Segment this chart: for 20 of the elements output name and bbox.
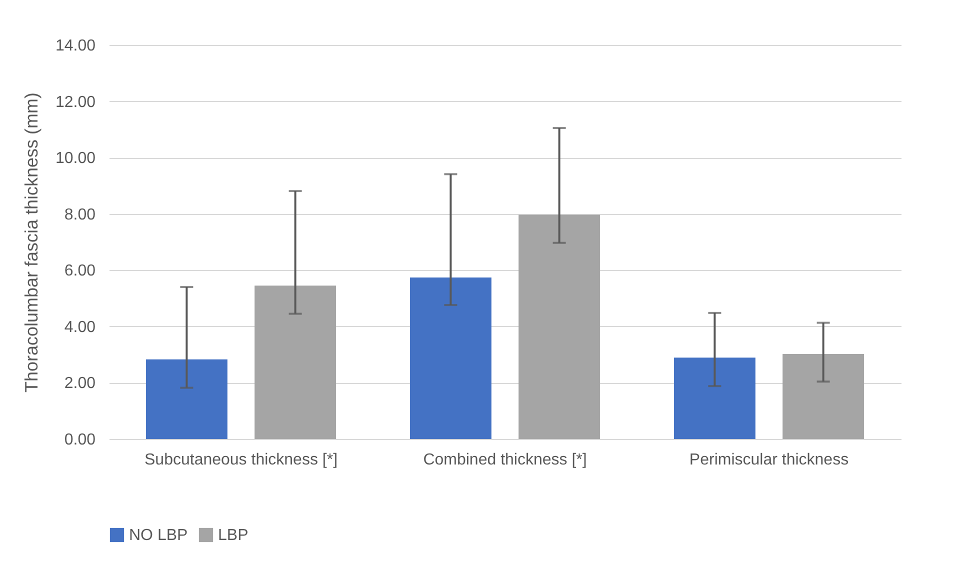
bar (146, 359, 228, 439)
y-tick-label: 8.00 (64, 206, 96, 224)
bar (518, 214, 600, 439)
x-tick-label: Combined thickness [*] (423, 452, 587, 468)
y-tick-label: 10.00 (55, 150, 96, 168)
x-tick-label: Perimiscular thickness (689, 452, 849, 468)
bar (782, 354, 864, 439)
bar (674, 358, 756, 439)
y-tick-label: 4.00 (64, 318, 96, 336)
bar (410, 277, 492, 439)
y-tick-label: 14.00 (55, 38, 96, 54)
bar (254, 286, 336, 439)
x-tick-label: Subcutaneous thickness [*] (144, 452, 338, 468)
y-axis-title: Thoracolumbar fascia thickness (mm) (21, 92, 42, 393)
legend-label: NO LBP (129, 527, 188, 544)
y-tick-label: 12.00 (55, 94, 96, 111)
legend-label: LBP (218, 527, 248, 544)
y-tick-label: 2.00 (64, 375, 96, 392)
y-tick-label: 0.00 (64, 432, 96, 448)
y-tick-label: 6.00 (64, 262, 96, 280)
